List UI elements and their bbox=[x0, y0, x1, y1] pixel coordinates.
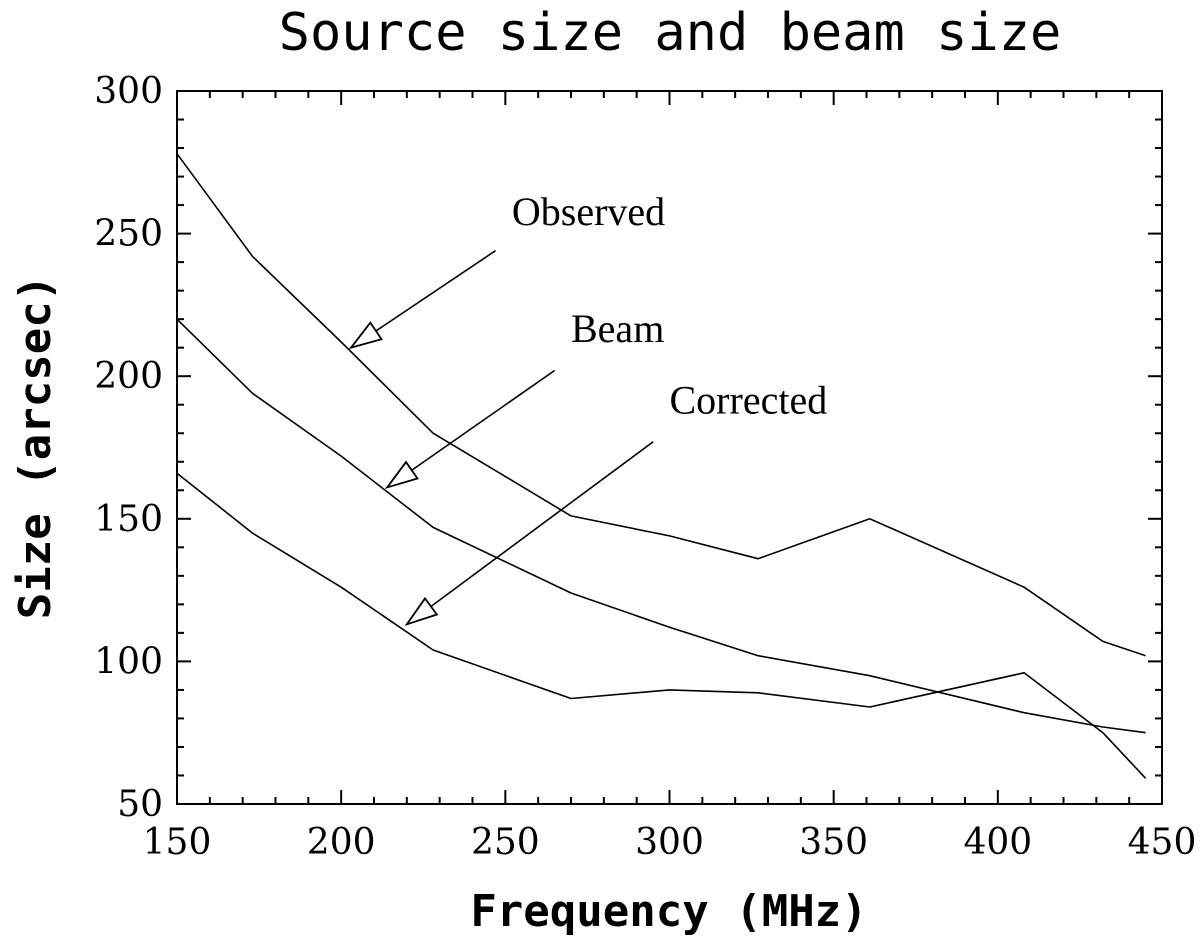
y-tick-label: 250 bbox=[94, 214, 163, 255]
x-tick-label: 250 bbox=[471, 822, 540, 863]
y-tick-label: 100 bbox=[94, 641, 163, 682]
y-axis-label: Size (arcsec) bbox=[10, 275, 61, 619]
annotation-arrow-beam bbox=[411, 369, 556, 471]
series-line-corrected bbox=[176, 472, 1147, 779]
x-tick-label: 300 bbox=[635, 822, 704, 863]
y-tick-label: 50 bbox=[117, 784, 163, 825]
series-line-observed bbox=[176, 153, 1146, 657]
tick-labels: 150 200 250 300 350 400 450 50 100 150 200 250 300 bbox=[94, 71, 1196, 863]
x-tick-label: 350 bbox=[799, 822, 868, 863]
plot-frame bbox=[176, 90, 1163, 805]
y-tick-label: 150 bbox=[94, 499, 163, 540]
annotation-arrow-corrected bbox=[430, 441, 654, 608]
annotation-label-corrected: Corrected bbox=[670, 377, 828, 422]
annotation-arrowhead-observed bbox=[348, 321, 383, 350]
annotation-arrow-observed bbox=[375, 250, 496, 332]
chart-title: Source size and beam size bbox=[279, 3, 1062, 63]
x-axis-label: Frequency (MHz) bbox=[470, 886, 867, 937]
y-tick-label: 200 bbox=[94, 356, 163, 397]
annotation-label-beam: Beam bbox=[571, 306, 664, 351]
axis-ticks bbox=[176, 90, 1163, 805]
annotation-arrowhead-beam bbox=[384, 460, 419, 490]
x-tick-label: 450 bbox=[1128, 822, 1197, 863]
annotation-label-observed: Observed bbox=[512, 189, 665, 234]
annotation-arrowhead-corrected bbox=[404, 596, 439, 627]
y-tick-label: 300 bbox=[94, 71, 163, 112]
x-tick-label: 200 bbox=[307, 822, 376, 863]
x-tick-label: 400 bbox=[963, 822, 1032, 863]
series-lines bbox=[176, 153, 1147, 779]
x-tick-label: 150 bbox=[143, 822, 212, 863]
series-line-beam bbox=[176, 318, 1146, 734]
